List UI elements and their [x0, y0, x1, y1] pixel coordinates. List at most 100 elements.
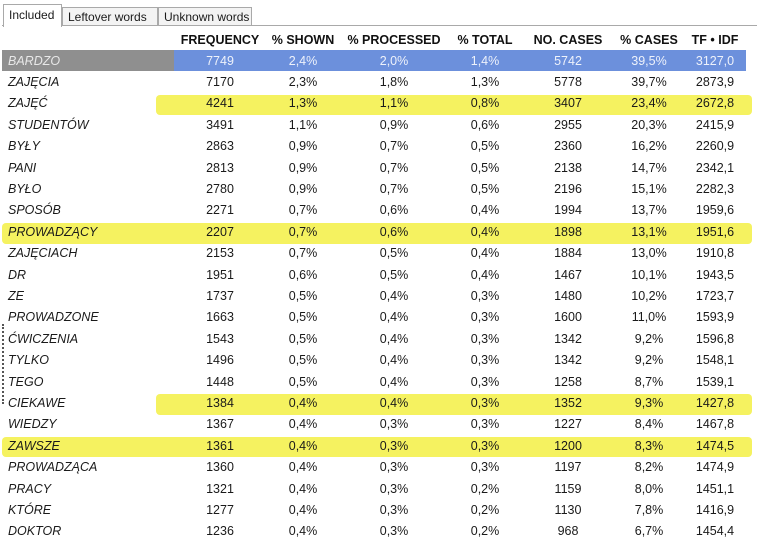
cell-pct-cases: 9,2% — [634, 331, 664, 346]
table-row[interactable]: BARDZO 7749 2,4% 2,0% 1,4% 5742 39,5% 3127,0 — [2, 50, 746, 72]
table-row[interactable]: TYLKO 1496 0,5% 0,4% 0,3% 1342 9,2% 1548,1 — [2, 349, 746, 370]
cell-frequency: 1277 — [206, 502, 234, 517]
table-row[interactable]: KTÓRE 1277 0,4% 0,3% 0,2% 1130 7,8% 1416,9 — [2, 499, 746, 520]
cell-tf-idf: 1539,1 — [695, 374, 735, 389]
cell-tf-idf: 2873,9 — [695, 75, 735, 90]
cell-pct-cases: 8,4% — [634, 417, 664, 432]
table-row[interactable]: WIEDZY 1367 0,4% 0,3% 0,3% 1227 8,4% 1467,8 — [2, 414, 746, 435]
table-row[interactable]: BYŁY 2863 0,9% 0,7% 0,5% 2360 16,2% 2260,9 — [2, 136, 746, 157]
cell-pct-total: 1,3% — [470, 75, 500, 90]
tab-included[interactable]: Included — [3, 4, 62, 27]
table-row[interactable]: PROWADZĄCY 2207 0,7% 0,6% 0,4% 1898 13,1% 1951,… — [2, 221, 746, 242]
cell-pct-cases: 13,1% — [631, 224, 667, 239]
cell-pct-cases: 6,7% — [634, 524, 664, 539]
cell-pct-total: 0,3% — [470, 331, 500, 346]
cell-pct-shown: 0,4% — [288, 460, 318, 475]
cell-frequency: 7749 — [174, 50, 266, 72]
table-row[interactable]: STUDENTÓW 3491 1,1% 0,9% 0,6% 2955 20,3% 2415,9 — [2, 114, 746, 135]
cell-frequency: 2780 — [206, 182, 234, 197]
cell-pct-cases: 39,5% — [614, 50, 684, 72]
table-row[interactable]: ZAJĘCIACH 2153 0,7% 0,5% 0,4% 1884 13,0% 1910,8 — [2, 243, 746, 264]
cell-pct-shown: 0,4% — [288, 395, 318, 410]
table-row[interactable]: CIEKAWE 1384 0,4% 0,4% 0,3% 1352 9,3% 1427,8 — [2, 392, 746, 413]
cell-pct-shown: 0,5% — [288, 288, 318, 303]
cell-pct-total: 1,4% — [448, 50, 522, 72]
cell-pct-processed: 0,3% — [379, 502, 409, 517]
cell-frequency: 1663 — [206, 310, 234, 325]
cell-word: STUDENTÓW — [8, 117, 89, 132]
table-row[interactable]: SPOSÓB 2271 0,7% 0,6% 0,4% 1994 13,7% 1959,6 — [2, 200, 746, 221]
cell-pct-processed: 1,1% — [379, 96, 409, 111]
cell-pct-total: 0,4% — [470, 246, 500, 261]
tab-unknown-words[interactable]: Unknown words — [158, 7, 252, 25]
column-header-frequency[interactable]: FREQUENCY — [180, 33, 260, 47]
cell-pct-cases: 8,7% — [634, 374, 664, 389]
table-row[interactable]: ZAJĘCIA 7170 2,3% 1,8% 1,3% 5778 39,7% 2873,9 — [2, 71, 746, 92]
cell-no-cases: 5778 — [554, 75, 582, 90]
cell-word: ZAWSZE — [8, 438, 60, 453]
column-header-tf-idf[interactable]: TF • IDF — [691, 33, 739, 47]
cell-pct-total: 0,8% — [470, 96, 500, 111]
cell-pct-cases: 14,7% — [631, 160, 667, 175]
table-row[interactable]: DOKTOR 1236 0,4% 0,3% 0,2% 968 6,7% 1454,4 — [2, 521, 746, 542]
cell-tf-idf: 1548,1 — [695, 353, 735, 368]
table-row[interactable]: PROWADZONE 1663 0,5% 0,4% 0,3% 1600 11,0% 1593,… — [2, 307, 746, 328]
cell-frequency: 2207 — [206, 224, 234, 239]
table-row[interactable]: PANI 2813 0,9% 0,7% 0,5% 2138 14,7% 2342,1 — [2, 157, 746, 178]
cell-frequency: 1543 — [206, 331, 234, 346]
table-row[interactable]: PRACY 1321 0,4% 0,3% 0,2% 1159 8,0% 1451,1 — [2, 478, 746, 499]
cell-tf-idf: 1451,1 — [695, 481, 735, 496]
cell-no-cases: 1258 — [554, 374, 582, 389]
column-header-word[interactable] — [2, 30, 174, 50]
cell-no-cases: 2360 — [554, 139, 582, 154]
column-header-pct-shown[interactable]: % SHOWN — [271, 33, 335, 47]
cell-frequency: 1361 — [206, 438, 234, 453]
table-row[interactable]: ZAWSZE 1361 0,4% 0,3% 0,3% 1200 8,3% 1474,5 — [2, 435, 746, 456]
cell-pct-total: 0,2% — [470, 481, 500, 496]
cell-pct-cases: 8,2% — [634, 460, 664, 475]
cell-pct-processed: 0,3% — [379, 524, 409, 539]
cell-tf-idf: 1959,6 — [695, 203, 735, 218]
cell-pct-cases: 20,3% — [631, 117, 667, 132]
table-row[interactable]: PROWADZĄCA 1360 0,4% 0,3% 0,3% 1197 8,2% 1474,9 — [2, 456, 746, 477]
cell-pct-total: 0,3% — [470, 417, 500, 432]
cell-pct-processed: 0,3% — [379, 417, 409, 432]
column-header-pct-cases[interactable]: % CASES — [620, 33, 678, 47]
cell-pct-total: 0,3% — [470, 438, 500, 453]
tab-leftover-words[interactable]: Leftover words — [62, 7, 158, 25]
table-row[interactable]: ĆWICZENIA 1543 0,5% 0,4% 0,3% 1342 9,2% 1596,8 — [2, 328, 746, 349]
tab-strip: Included Leftover words Unknown words — [0, 0, 764, 27]
cell-tf-idf: 3127,0 — [684, 50, 746, 72]
cell-tf-idf: 1596,8 — [695, 331, 735, 346]
table-row[interactable]: DR 1951 0,6% 0,5% 0,4% 1467 10,1% 1943,5 — [2, 264, 746, 285]
cell-pct-processed: 1,8% — [379, 75, 409, 90]
cell-tf-idf: 1427,8 — [695, 395, 735, 410]
cell-no-cases: 1467 — [554, 267, 582, 282]
table-row[interactable]: BYŁO 2780 0,9% 0,7% 0,5% 2196 15,1% 2282,3 — [2, 178, 746, 199]
cell-word: SPOSÓB — [8, 203, 61, 218]
table-row[interactable]: ZAJĘĆ 4241 1,3% 1,1% 0,8% 3407 23,4% 2672,8 — [2, 93, 746, 114]
cell-frequency: 1737 — [206, 288, 234, 303]
cell-word: ZAJĘCIA — [8, 75, 60, 90]
cell-tf-idf: 1951,6 — [695, 224, 735, 239]
cell-tf-idf: 1474,5 — [695, 438, 735, 453]
column-header-pct-processed[interactable]: % PROCESSED — [347, 33, 441, 47]
table-row[interactable]: TEGO 1448 0,5% 0,4% 0,3% 1258 8,7% 1539,1 — [2, 371, 746, 392]
cell-pct-shown: 0,5% — [288, 310, 318, 325]
column-header-pct-total[interactable]: % TOTAL — [457, 33, 513, 47]
cell-tf-idf: 1723,7 — [695, 288, 735, 303]
cell-frequency: 1367 — [206, 417, 234, 432]
cell-pct-total: 0,4% — [470, 267, 500, 282]
word-frequency-grid[interactable]: FREQUENCY % SHOWN % PROCESSED % TOTAL NO… — [2, 25, 757, 546]
cell-frequency: 2813 — [206, 160, 234, 175]
table-row[interactable]: ZE 1737 0,5% 0,4% 0,3% 1480 10,2% 1723,7 — [2, 285, 746, 306]
cell-word: ZAJĘCIACH — [8, 246, 78, 261]
cell-no-cases: 1200 — [554, 438, 582, 453]
cell-pct-shown: 0,4% — [288, 481, 318, 496]
column-header-no-cases[interactable]: NO. CASES — [533, 33, 603, 47]
cell-pct-processed: 0,7% — [379, 139, 409, 154]
cell-pct-processed: 0,5% — [379, 267, 409, 282]
cell-pct-shown: 0,9% — [288, 182, 318, 197]
cell-pct-processed: 0,3% — [379, 481, 409, 496]
cell-word: BYŁY — [8, 139, 40, 154]
